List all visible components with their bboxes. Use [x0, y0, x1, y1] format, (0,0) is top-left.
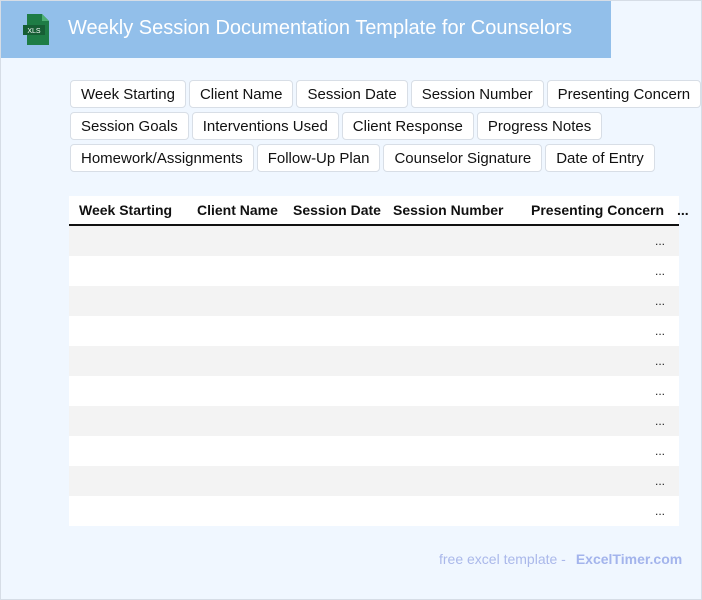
column-header: Client Name	[197, 202, 278, 218]
field-tag[interactable]: Session Goals	[70, 112, 189, 140]
field-tag[interactable]: Presenting Concern	[546, 80, 702, 108]
column-header: ...	[677, 202, 689, 218]
row-ellipsis: ...	[654, 234, 665, 248]
table-row: ...	[69, 256, 679, 286]
column-header: Presenting Concern	[531, 202, 665, 218]
table-row: ...	[69, 286, 679, 316]
field-tag[interactable]: Client Response	[341, 112, 474, 140]
table-header: Week Starting Client Name Session Date Sess…	[69, 196, 689, 226]
row-ellipsis: ...	[654, 294, 665, 308]
field-tag[interactable]: Interventions Used	[191, 112, 339, 140]
field-tag[interactable]: Counselor Signature	[383, 144, 543, 172]
footer-brand-link[interactable]: ExcelTimer.com	[575, 551, 683, 567]
row-ellipsis: ...	[654, 264, 665, 278]
field-tag[interactable]: Client Name	[188, 80, 294, 108]
table-row: ...	[69, 466, 679, 496]
table-row: ...	[69, 346, 679, 376]
page-title: Weekly Session Documentation Template fo…	[68, 17, 572, 39]
column-header: Session Date	[293, 202, 381, 218]
footer: free excel template - ExcelTimer.com	[439, 551, 682, 567]
row-ellipsis: ...	[654, 444, 665, 458]
row-ellipsis: ...	[654, 384, 665, 398]
table-row: ...	[69, 496, 679, 526]
row-ellipsis: ...	[654, 504, 665, 518]
table-row: ...	[69, 226, 679, 256]
field-tag[interactable]: Session Date	[296, 80, 408, 108]
field-tag[interactable]: Homework/Assignments	[70, 144, 254, 172]
row-ellipsis: ...	[654, 474, 665, 488]
field-tag[interactable]: Progress Notes	[476, 112, 603, 140]
row-ellipsis: ...	[654, 414, 665, 428]
column-header: Week Starting	[79, 202, 173, 218]
row-ellipsis: ...	[654, 324, 665, 338]
table-row: ...	[69, 376, 679, 406]
table-row: ...	[69, 436, 679, 466]
table-row: ...	[69, 316, 679, 346]
data-table: Week Starting Client Name Session Date Sess…	[69, 196, 689, 526]
field-tags: Week Starting Client Name Session Date Sess…	[70, 80, 702, 172]
table-row: ...	[69, 406, 679, 436]
field-tag[interactable]: Session Number	[410, 80, 544, 108]
footer-text: free excel template -	[439, 551, 566, 567]
field-tag[interactable]: Week Starting	[70, 80, 186, 108]
svg-text:XLS: XLS	[27, 28, 41, 35]
header-bar: XLS Weekly Session Documentation Templat…	[1, 1, 611, 58]
field-tag[interactable]: Follow-Up Plan	[256, 144, 381, 172]
column-header: Session Number	[393, 202, 504, 218]
row-ellipsis: ...	[654, 354, 665, 368]
excel-file-icon: XLS	[23, 14, 49, 45]
field-tag[interactable]: Date of Entry	[545, 144, 655, 172]
